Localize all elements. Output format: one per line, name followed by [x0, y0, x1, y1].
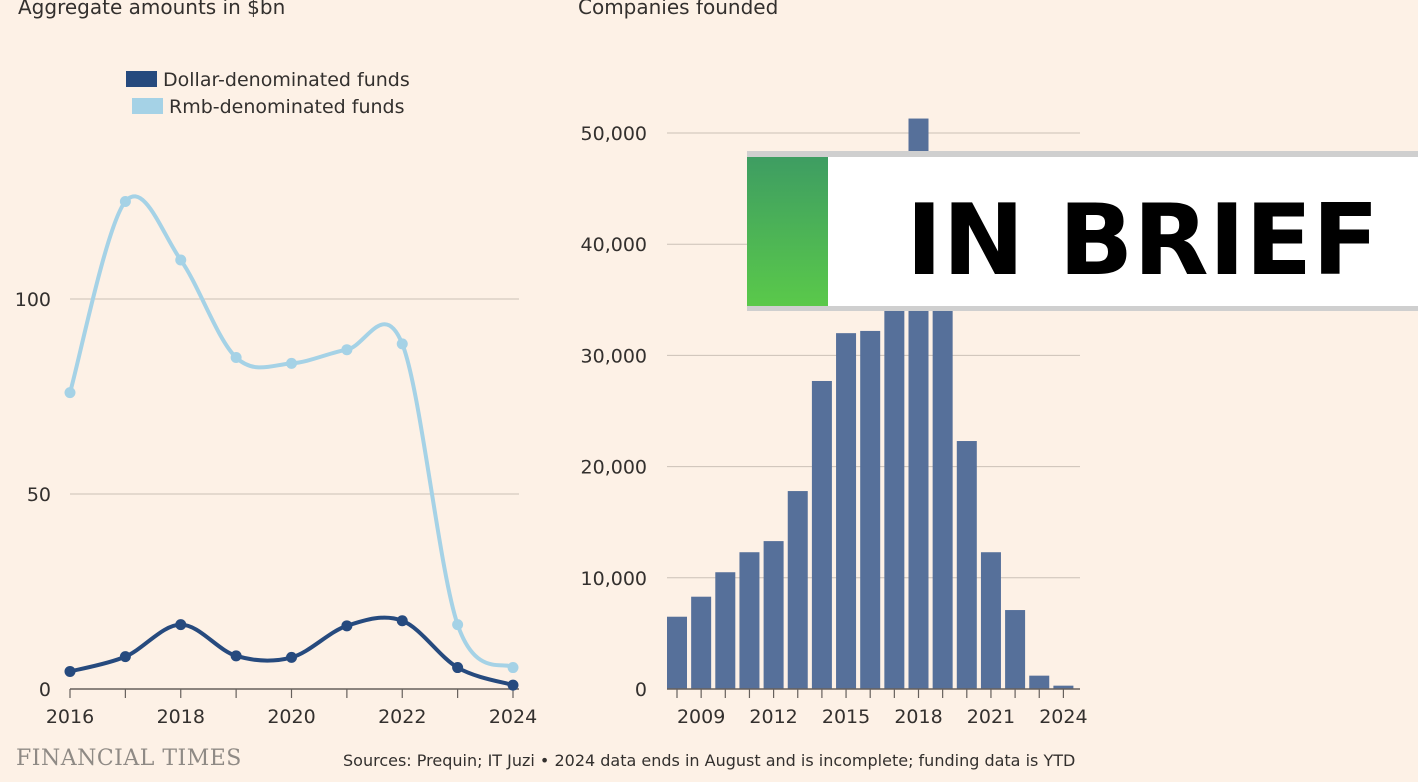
bar-2017	[884, 299, 905, 689]
data-point-rmb	[230, 352, 242, 363]
data-point-dollar	[119, 651, 131, 663]
line-chart-y-ticks: 0 50 100	[15, 289, 51, 701]
bar-2015	[836, 333, 857, 689]
bar-chart-bars	[667, 118, 1074, 689]
data-point-rmb	[507, 662, 519, 674]
bar-2009	[691, 596, 712, 689]
line-chart-subtitle: Aggregate amounts in $bn	[18, 0, 285, 19]
data-point-rmb	[175, 254, 187, 266]
bar-chart-x-tick-label: 2024	[1039, 706, 1087, 728]
in-brief-banner: IN BRIEF	[747, 151, 1418, 311]
data-point-dollar	[507, 679, 519, 691]
publisher-logo: FINANCIAL TIMES	[16, 746, 242, 771]
data-point-rmb	[286, 357, 297, 369]
bar-chart-subtitle: Companies founded	[578, 0, 778, 19]
data-point-rmb	[396, 338, 408, 350]
line-chart-x-tick-label: 2020	[267, 706, 315, 728]
bar-2012	[763, 541, 784, 689]
line-chart-y-tick-label: 100	[15, 289, 51, 311]
bar-chart-x-ticks: 2009 2012 2015 2018 2021 2024	[667, 688, 1088, 728]
data-point-rmb	[452, 619, 464, 631]
data-point-dollar	[452, 662, 464, 674]
series-line-dollar	[68, 615, 515, 688]
bar-chart-y-ticks: 0 10,000 20,000 30,000 40,000 50,000	[581, 123, 647, 701]
data-point-dollar	[175, 619, 187, 631]
line-chart-y-tick-label: 0	[39, 679, 51, 701]
bar-chart-x-tick-label: 2009	[677, 706, 725, 728]
banner-label: IN BRIEF	[906, 184, 1379, 298]
line-chart-series	[64, 194, 519, 691]
line-chart-x-tick-label: 2016	[46, 706, 94, 728]
source-note: Sources: Prequin; IT Juzi • 2024 data en…	[343, 751, 1075, 770]
bar-chart-y-tick-label: 50,000	[581, 123, 647, 145]
bar-2023	[1029, 675, 1050, 689]
bar-2016	[860, 330, 881, 689]
legend-swatch	[132, 98, 163, 114]
bar-2019	[932, 299, 953, 689]
bar-2022	[1005, 610, 1026, 689]
line-chart-y-tick-label: 50	[27, 484, 51, 506]
bar-chart-x-tick-label: 2012	[749, 706, 797, 728]
line-chart-x-tick-label: 2024	[489, 706, 537, 728]
series-rmb	[64, 194, 519, 674]
data-point-dollar	[286, 651, 297, 663]
bar-chart-x-tick-label: 2015	[822, 706, 870, 728]
line-chart-x-tick-label: 2022	[378, 706, 426, 728]
line-chart-legend: Dollar-denominated funds Rmb-denominated …	[126, 69, 410, 118]
bar-2008	[667, 616, 687, 689]
bar-2021	[980, 552, 1001, 689]
data-point-dollar	[341, 620, 353, 632]
data-point-rmb	[119, 196, 131, 207]
bar-chart-y-tick-label: 30,000	[581, 345, 647, 367]
bar-chart-x-tick-label: 2018	[894, 706, 942, 728]
bar-chart-y-tick-label: 10,000	[581, 568, 647, 590]
legend-label: Dollar-denominated funds	[163, 69, 410, 91]
line-chart-panel: Aggregate amounts in $bn 0 50 100 2016 2018…	[15, 0, 537, 728]
bar-chart-x-tick-label: 2021	[967, 706, 1015, 728]
legend-swatch	[126, 71, 157, 87]
legend-label: Rmb-denominated funds	[169, 96, 405, 118]
bar-2024	[1053, 685, 1074, 689]
bar-chart-y-tick-label: 40,000	[581, 234, 647, 256]
line-chart-grid	[70, 298, 519, 690]
bar-2020	[956, 441, 977, 689]
banner-background	[747, 157, 1418, 306]
data-point-dollar	[230, 650, 242, 662]
data-point-dollar	[396, 615, 408, 627]
line-chart-x-ticks: 2016 2018 2020 2022 2024	[46, 689, 537, 728]
bar-chart-panel: Companies founded 0 10,000 20,000 30,000 40,…	[578, 0, 1088, 728]
series-line-rmb	[68, 194, 515, 670]
banner-accent-block	[747, 157, 828, 306]
data-point-rmb	[64, 387, 76, 399]
bar-chart-y-tick-label: 0	[635, 679, 647, 701]
series-dollar	[64, 615, 519, 691]
bar-2013	[787, 491, 808, 689]
bar-2010	[715, 572, 736, 689]
bar-2014	[811, 380, 832, 689]
data-point-dollar	[64, 665, 76, 677]
data-point-rmb	[341, 344, 353, 356]
bar-2011	[739, 552, 760, 689]
line-chart-x-tick-label: 2018	[157, 706, 205, 728]
bar-chart-y-tick-label: 20,000	[581, 457, 647, 479]
